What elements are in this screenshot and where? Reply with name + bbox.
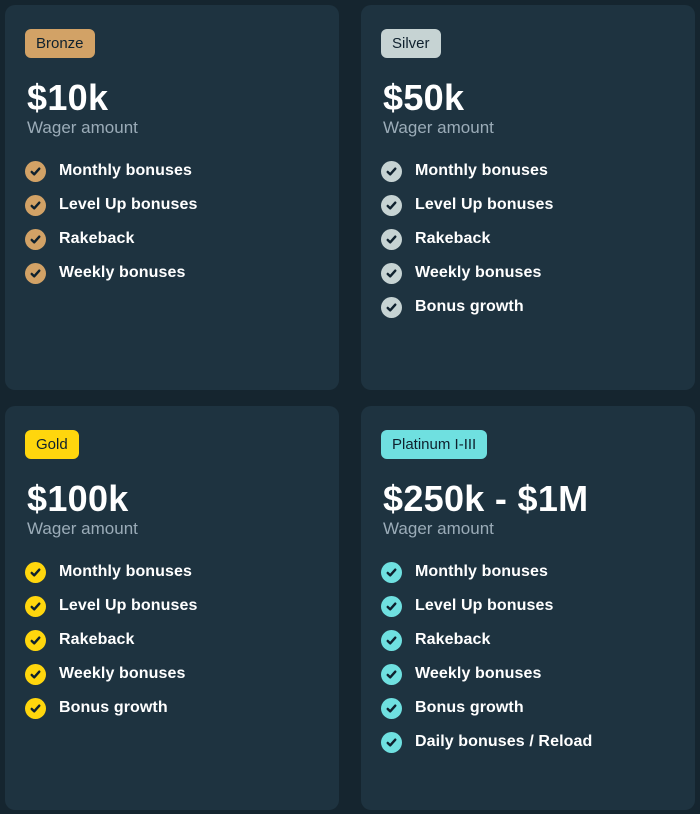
benefit-item: Bonus growth <box>381 697 675 719</box>
benefit-list: Monthly bonuses Level Up bonuses Rakebac… <box>381 160 675 318</box>
benefit-list: Monthly bonuses Level Up bonuses Rakebac… <box>25 160 319 284</box>
wager-amount: $10k <box>27 77 109 118</box>
check-circle-icon <box>381 663 402 685</box>
benefit-item: Bonus growth <box>381 296 675 318</box>
wager-amount: $100k <box>27 478 129 519</box>
benefit-label: Monthly bonuses <box>59 162 193 179</box>
tier-badge: Gold <box>25 430 79 459</box>
benefit-label: Level Up bonuses <box>415 597 554 614</box>
check-circle-icon <box>25 697 46 719</box>
tier-badge: Silver <box>381 29 441 58</box>
check-circle-icon <box>381 228 402 250</box>
check-circle-icon <box>25 663 46 685</box>
check-circle-icon <box>381 262 402 284</box>
benefit-label: Daily bonuses / Reload <box>415 733 593 750</box>
tier-card-silver: Silver $50k Wager amount Monthly bonuses… <box>361 5 695 390</box>
check-circle-icon <box>25 262 46 284</box>
benefit-label: Rakeback <box>415 230 491 247</box>
benefit-label: Monthly bonuses <box>415 162 549 179</box>
check-circle-icon <box>25 629 46 651</box>
wager-amount-label: Wager amount <box>27 519 138 538</box>
benefit-label: Rakeback <box>415 631 491 648</box>
benefit-label: Weekly bonuses <box>415 665 542 682</box>
benefit-label: Level Up bonuses <box>415 196 554 213</box>
tier-card-bronze: Bronze $10k Wager amount Monthly bonuses… <box>5 5 339 390</box>
benefit-item: Rakeback <box>381 228 675 250</box>
benefit-item: Monthly bonuses <box>25 160 319 182</box>
benefit-label: Rakeback <box>59 631 135 648</box>
benefit-item: Rakeback <box>25 629 319 651</box>
check-circle-icon <box>381 160 402 182</box>
wager-amount: $250k - $1M <box>383 478 589 519</box>
check-circle-icon <box>381 561 402 583</box>
check-circle-icon <box>25 595 46 617</box>
check-circle-icon <box>381 731 402 753</box>
wager-amount-label: Wager amount <box>383 519 494 538</box>
benefit-label: Weekly bonuses <box>415 264 542 281</box>
benefit-label: Level Up bonuses <box>59 597 198 614</box>
benefit-item: Bonus growth <box>25 697 319 719</box>
wager-amount-label: Wager amount <box>27 118 138 137</box>
benefit-item: Level Up bonuses <box>381 194 675 216</box>
check-circle-icon <box>381 595 402 617</box>
check-circle-icon <box>25 194 46 216</box>
tier-card-gold: Gold $100k Wager amount Monthly bonuses … <box>5 406 339 810</box>
benefit-label: Monthly bonuses <box>415 563 549 580</box>
benefit-item: Weekly bonuses <box>25 262 319 284</box>
tier-badge: Bronze <box>25 29 95 58</box>
benefit-item: Monthly bonuses <box>381 160 675 182</box>
check-circle-icon <box>381 629 402 651</box>
benefit-label: Bonus growth <box>415 699 524 716</box>
benefit-item: Weekly bonuses <box>25 663 319 685</box>
benefit-item: Daily bonuses / Reload <box>381 731 675 753</box>
benefit-label: Rakeback <box>59 230 135 247</box>
benefit-label: Bonus growth <box>59 699 168 716</box>
benefit-label: Bonus growth <box>415 298 524 315</box>
benefit-label: Monthly bonuses <box>59 563 193 580</box>
wager-amount-label: Wager amount <box>383 118 494 137</box>
benefit-list: Monthly bonuses Level Up bonuses Rakebac… <box>381 561 675 753</box>
benefit-item: Weekly bonuses <box>381 663 675 685</box>
check-circle-icon <box>381 296 402 318</box>
benefit-item: Level Up bonuses <box>25 595 319 617</box>
benefit-label: Level Up bonuses <box>59 196 198 213</box>
tier-card-platinum: Platinum I-III $250k - $1M Wager amount … <box>361 406 695 810</box>
benefit-label: Weekly bonuses <box>59 665 186 682</box>
check-circle-icon <box>381 697 402 719</box>
benefit-item: Weekly bonuses <box>381 262 675 284</box>
check-circle-icon <box>25 160 46 182</box>
benefit-item: Rakeback <box>25 228 319 250</box>
benefit-item: Monthly bonuses <box>25 561 319 583</box>
check-circle-icon <box>381 194 402 216</box>
tier-badge: Platinum I-III <box>381 430 488 459</box>
benefit-item: Level Up bonuses <box>25 194 319 216</box>
benefit-list: Monthly bonuses Level Up bonuses Rakebac… <box>25 561 319 719</box>
benefit-item: Monthly bonuses <box>381 561 675 583</box>
wager-amount: $50k <box>383 77 465 118</box>
benefit-label: Weekly bonuses <box>59 264 186 281</box>
benefit-item: Level Up bonuses <box>381 595 675 617</box>
check-circle-icon <box>25 228 46 250</box>
benefit-item: Rakeback <box>381 629 675 651</box>
check-circle-icon <box>25 561 46 583</box>
